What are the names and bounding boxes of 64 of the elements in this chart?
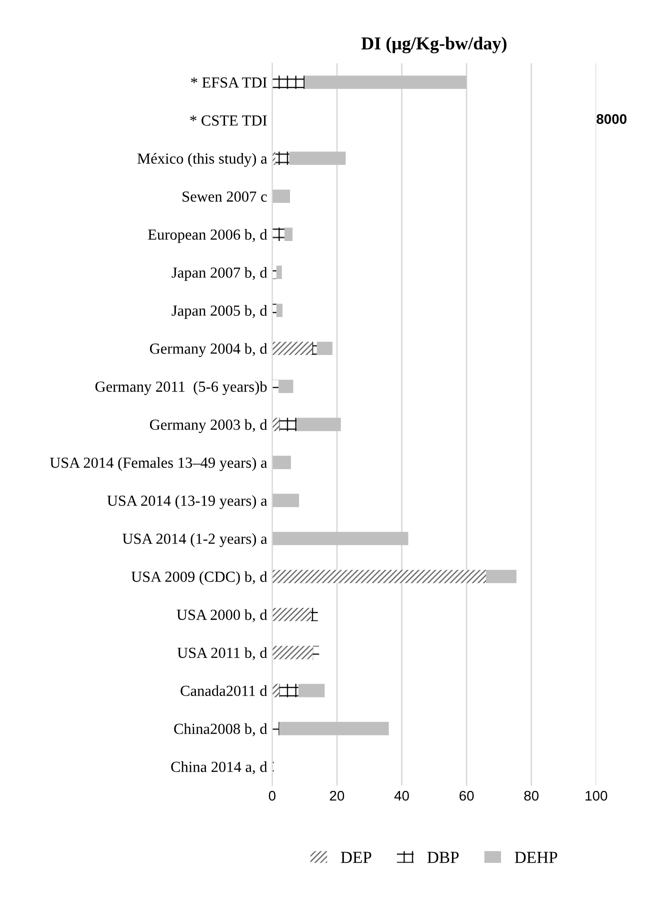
bar [272,76,305,89]
y-tick-label: Japan 2007 b, d [172,267,268,281]
y-tick-label: * EFSA TDI [191,77,267,88]
y-tick-label: European 2006 b, d [148,229,268,243]
chart-title: DI (μg/Kg-bw/day) [361,36,506,54]
bar [272,152,276,165]
bar [272,684,280,698]
x-tick-label: 0 [268,790,276,801]
bar [272,190,290,203]
y-tick-label: USA 2011 b, d [177,647,268,660]
bar [272,456,291,470]
bar [272,418,280,432]
y-tick-label: Japan 2005 b, d [172,305,268,319]
bar [312,646,320,660]
y-tick-label: USA 2014 (1-2 years) a [122,533,268,548]
bar [486,570,516,584]
bar [312,342,317,356]
y-tick-label: Germany 2011 (5-6 years)b [95,381,267,395]
legend-label: DEP [340,852,372,863]
bar [284,228,293,241]
bar [276,266,282,279]
x-tick-label: 60 [460,790,474,801]
x-tick-label: 100 [586,790,608,801]
y-tick-label: USA 2009 (CDC) b, d [131,571,268,586]
y-tick-label: USA 2000 b, d [176,609,268,622]
y-tick-label: Sewen 2007 c [182,191,267,202]
y-tick-label: USA 2014 (Females 13–49 years) a [50,457,268,472]
text: 8000 [596,114,626,124]
bar [272,722,280,736]
bar [272,532,408,546]
bar [279,722,389,736]
y-tick-label: Germany 2003 b, d [150,419,268,434]
bar [272,570,486,584]
bar [272,228,284,241]
legend-label: DEHP [514,852,558,863]
bar [279,418,297,432]
bar [275,152,290,165]
bar [289,152,346,165]
bar [272,342,312,356]
bar [272,494,300,508]
y-tick-label: China 2014 a, d [171,761,268,774]
y-tick-label: México (this study) a [137,152,268,167]
x-tick-label: 20 [330,790,344,801]
y-tick-label: Canada2011 d [180,685,268,696]
bar [311,608,318,622]
bar [279,684,298,698]
bar [272,266,276,279]
y-tick-label: * CSTE TDI [190,115,267,126]
x-tick-label: 80 [524,790,539,801]
bar [276,304,283,317]
bar [316,342,332,356]
bar [304,76,467,89]
bar [272,304,276,317]
bar [296,418,341,432]
legend-label: DBP [427,852,459,863]
bar [298,684,325,698]
bar [272,608,312,622]
y-tick-label: Germany 2004 b, d [150,343,268,357]
y-tick-label: USA 2014 (13-19 years) a [107,495,268,510]
bar [278,380,294,394]
bar [272,380,279,394]
bar [272,646,313,660]
x-tick-label: 40 [394,790,409,801]
y-tick-label: China2008 b, d [174,723,268,736]
